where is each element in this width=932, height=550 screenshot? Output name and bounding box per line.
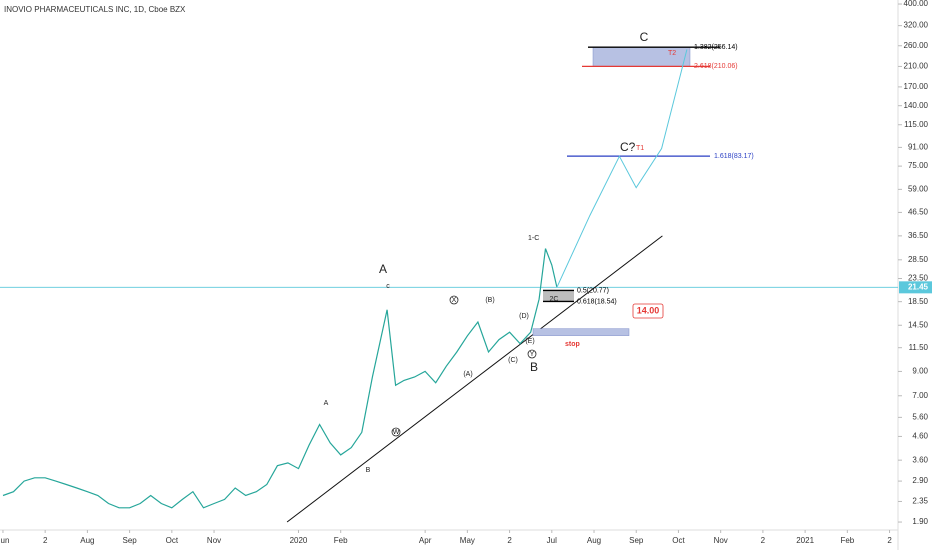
retrace-box	[543, 290, 574, 302]
y-tick-label: 59.00	[908, 184, 929, 193]
annotation: T2	[668, 50, 676, 57]
annotation: W	[393, 429, 400, 436]
x-tick-label: 2020	[290, 536, 308, 545]
last-price-label: 21.45	[908, 282, 929, 291]
stop-label: 14.00	[637, 305, 660, 315]
annotation-circle	[527, 349, 537, 359]
annotation: (A)	[463, 371, 472, 378]
x-tick-label: Nov	[207, 536, 221, 545]
x-tick-label: May	[460, 536, 475, 545]
projection-line	[556, 49, 688, 288]
last-price-tag	[899, 281, 932, 294]
annotation: A	[324, 400, 329, 407]
annotation: Y	[530, 351, 535, 358]
annotation: A	[379, 262, 387, 276]
annotation-circle	[449, 295, 459, 305]
x-tick-label: Nov	[714, 536, 728, 545]
x-tick-label: Oct	[166, 536, 179, 545]
stop-box	[532, 328, 630, 336]
annotation: (D)	[519, 313, 529, 320]
fib-level-label: 0.5(20.77)	[577, 287, 609, 294]
x-tick-label: Feb	[334, 536, 348, 545]
stop-text: stop	[565, 341, 580, 348]
y-tick-label: 140.00	[904, 101, 929, 110]
fib-level-label: 2.618(210.06)	[694, 63, 738, 70]
chart-title: INOVIO PHARMACEUTICALS INC, 1D, Cboe BZX	[4, 5, 186, 14]
annotation: X	[452, 297, 457, 304]
x-tick-label: Apr	[419, 536, 432, 545]
y-tick-label: 14.50	[908, 320, 929, 329]
y-tick-label: 7.00	[912, 391, 928, 400]
x-tick-label: 2	[43, 536, 48, 545]
y-tick-label: 46.50	[908, 208, 929, 217]
annotation: B	[530, 360, 538, 374]
y-tick-label: 9.00	[912, 367, 928, 376]
y-tick-label: 320.00	[904, 21, 929, 30]
y-tick-label: 18.50	[908, 297, 929, 306]
y-tick-label: 210.00	[904, 62, 929, 71]
x-tick-label: Aug	[80, 536, 94, 545]
annotation-circle	[391, 427, 401, 437]
y-tick-label: 260.00	[904, 41, 929, 50]
y-tick-label: 1.90	[912, 517, 928, 526]
x-tick-label: Sep	[122, 536, 137, 545]
x-tick-label: Jun	[0, 536, 9, 545]
trendline	[286, 235, 663, 523]
x-tick-label: Aug	[587, 536, 601, 545]
y-tick-label: 2.35	[912, 497, 928, 506]
x-tick-label: Oct	[672, 536, 685, 545]
y-tick-label: 11.50	[909, 343, 929, 352]
y-tick-label: 4.60	[912, 432, 928, 441]
x-tick-label: Sep	[629, 536, 644, 545]
x-tick-label: Feb	[840, 536, 854, 545]
y-tick-label: 170.00	[904, 82, 929, 91]
stop-label-box	[632, 303, 664, 319]
annotation: T1	[636, 145, 644, 152]
y-tick-label: 3.60	[912, 455, 928, 464]
x-tick-label: 2021	[796, 536, 814, 545]
x-tick-label: 2	[507, 536, 512, 545]
fib-level-label: 1.618(83.17)	[714, 153, 754, 160]
fib-level-label: 1.382(256.14)	[694, 44, 738, 51]
annotation: B	[366, 467, 371, 474]
annotation: C	[640, 30, 649, 44]
annotation: C?	[620, 140, 636, 154]
y-tick-label: 91.00	[908, 143, 929, 152]
price-line	[2, 248, 558, 509]
y-tick-label: 115.00	[904, 120, 928, 129]
annotation: (E)	[525, 338, 534, 345]
annotation: (B)	[485, 297, 494, 304]
fib-level-label: 0.618(18.54)	[577, 298, 617, 305]
x-tick-label: Jul	[547, 536, 557, 545]
annotation: 1-C	[528, 235, 539, 242]
y-tick-label: 75.00	[908, 161, 929, 170]
annotation: 2C	[550, 296, 559, 303]
y-tick-label: 5.60	[912, 412, 928, 421]
annotation: c	[386, 283, 390, 290]
y-tick-label: 28.50	[908, 255, 929, 264]
x-tick-label: 2	[761, 536, 766, 545]
y-tick-label: 36.50	[908, 231, 929, 240]
y-tick-label: 400.00	[904, 0, 929, 8]
annotation: (C)	[508, 357, 518, 364]
y-tick-label: 2.90	[912, 476, 928, 485]
y-tick-label: 23.50	[908, 274, 929, 283]
x-tick-label: 2	[887, 536, 892, 545]
